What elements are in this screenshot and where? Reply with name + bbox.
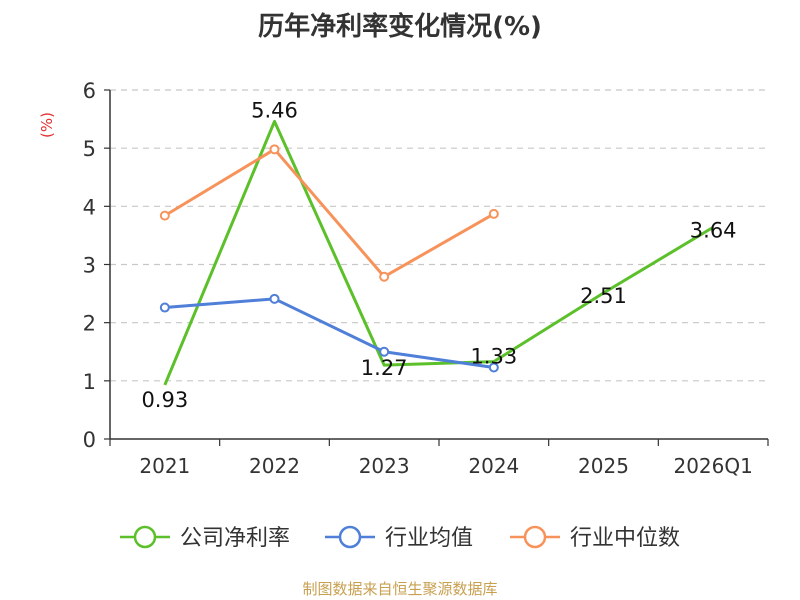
data-label: 1.33 xyxy=(470,345,517,369)
data-label: 1.27 xyxy=(361,356,408,380)
y-tick-label: 3 xyxy=(83,254,96,278)
data-label: 5.46 xyxy=(251,98,298,122)
x-tick-label: 2024 xyxy=(468,454,519,478)
axes: 0 1 2 3 4 5 6 2021 2022 2023 2024 2025 2026Q1 xyxy=(83,79,769,478)
legend-label: 公司净利率 xyxy=(180,526,290,551)
legend-item-2[interactable]: 行业均值 xyxy=(325,525,473,551)
legend-marker xyxy=(523,525,547,549)
y-tick-label: 1 xyxy=(83,370,96,394)
series-2 xyxy=(159,293,499,373)
x-tick-label: 2023 xyxy=(359,454,410,478)
data-point[interactable] xyxy=(488,208,499,219)
series-line xyxy=(164,297,495,369)
data-point[interactable] xyxy=(159,210,170,221)
legend-item-3[interactable]: 行业中位数 xyxy=(510,525,680,551)
data-label: 3.64 xyxy=(690,218,737,242)
data-point[interactable] xyxy=(379,346,390,357)
data-point[interactable] xyxy=(269,293,280,304)
y-tick-label: 6 xyxy=(83,79,96,103)
x-tick-label: 2021 xyxy=(139,454,190,478)
chart-title: 历年净利率变化情况(%) xyxy=(258,12,542,42)
legend-marker xyxy=(133,525,157,549)
source-note: 制图数据来自恒生聚源数据库 xyxy=(302,580,498,598)
data-label: 2.51 xyxy=(580,284,627,308)
data-point[interactable] xyxy=(269,144,280,155)
x-tick-label: 2025 xyxy=(578,454,629,478)
series-layer xyxy=(159,119,714,386)
series-1 xyxy=(163,119,714,386)
y-tick-label: 2 xyxy=(83,312,96,336)
grid-lines xyxy=(110,89,768,382)
y-tick-label: 0 xyxy=(83,428,96,452)
y-tick-label: 5 xyxy=(83,137,96,161)
x-tick-label: 2026Q1 xyxy=(673,454,752,478)
legend-item-1[interactable]: 公司净利率 xyxy=(120,525,290,551)
data-point[interactable] xyxy=(379,271,390,282)
data-label: 0.93 xyxy=(141,388,188,412)
legend-label: 行业均值 xyxy=(385,526,473,551)
x-tick-label: 2022 xyxy=(249,454,300,478)
data-point[interactable] xyxy=(159,302,170,313)
y-tick-label: 4 xyxy=(83,195,96,219)
series-line xyxy=(164,147,495,279)
series-line xyxy=(163,119,714,386)
data-point[interactable] xyxy=(488,362,499,373)
series-3 xyxy=(159,144,499,282)
legend-label: 行业中位数 xyxy=(570,526,680,551)
legend-marker xyxy=(338,525,362,549)
data-labels: 0.93 5.46 1.27 1.33 2.51 3.64 xyxy=(141,98,736,411)
legend[interactable]: 公司净利率 行业均值 行业中位数 xyxy=(120,525,680,551)
